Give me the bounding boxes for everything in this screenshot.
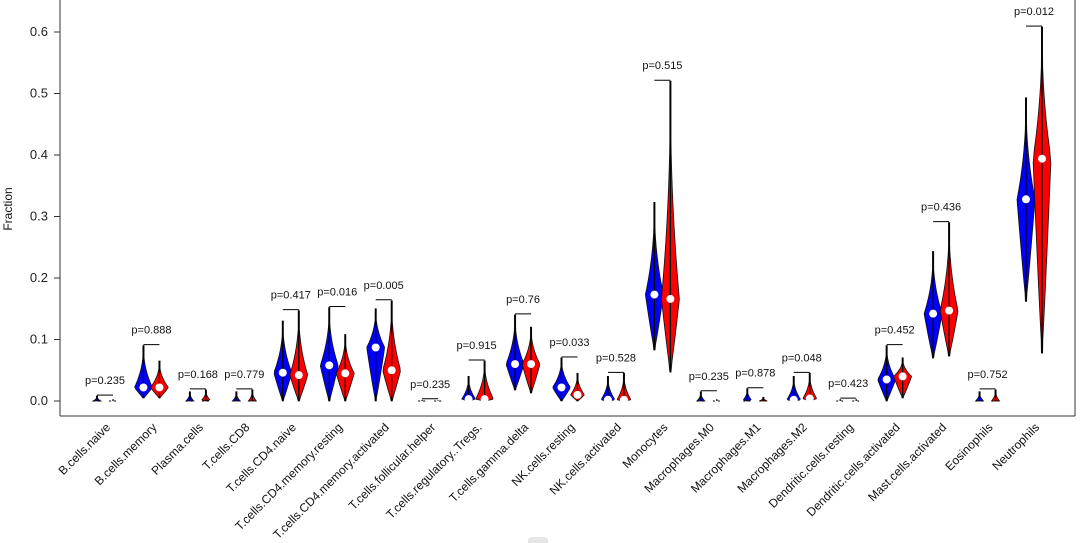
x-tick-label: T.cells.gamma.delta <box>446 420 531 505</box>
violins <box>91 26 1052 404</box>
p-value-label: p=0.235 <box>410 379 450 391</box>
x-tick-label: Dendritic.cells.resting <box>766 420 857 511</box>
median-point-group2 <box>527 360 536 369</box>
p-value-label: p=0.168 <box>178 369 218 381</box>
median-point-group2 <box>573 390 582 399</box>
x-tick-label: Dendritic.cells.activated <box>804 420 903 519</box>
p-value-label: p=0.515 <box>642 60 682 72</box>
p-value-label: p=0.235 <box>85 375 125 387</box>
median-point-group2 <box>294 371 303 380</box>
p-value-annotations: p=0.235 p=0.888 p=0.168 p=0.779 p=0.417 p=0.0… <box>85 6 1054 400</box>
median-point-group1 <box>139 383 148 392</box>
y-tick-label: 0.0 <box>30 393 48 408</box>
p-value-label: p=0.033 <box>549 337 589 349</box>
p-value-label: p=0.235 <box>689 371 729 383</box>
x-tick-label: T.cells.follicular.helper <box>346 420 438 512</box>
x-tick-label: Neutrophils <box>989 420 1042 473</box>
x-axis-labels: B.cells.naiveB.cells.memoryPlasma.cellsT… <box>56 420 1043 542</box>
median-point-group1 <box>789 395 798 404</box>
p-value-label: p=0.423 <box>828 378 868 390</box>
p-value-label: p=0.012 <box>1014 6 1054 18</box>
y-tick-label: 0.2 <box>30 270 48 285</box>
p-value-label: p=0.436 <box>921 202 961 214</box>
y-tick-label: 0.6 <box>30 24 48 39</box>
y-tick-label: 0.3 <box>30 209 48 224</box>
median-point-group1 <box>557 383 566 392</box>
median-point-group1 <box>882 375 891 384</box>
p-value-label: p=0.76 <box>506 294 540 306</box>
median-point-group1 <box>371 343 380 352</box>
scroll-handle[interactable] <box>528 537 548 543</box>
p-value-label: p=0.878 <box>735 368 775 380</box>
p-value-label: p=0.452 <box>875 325 915 337</box>
axes: 0.0 0.1 0.2 0.3 0.4 0.5 0.6 <box>30 0 1076 417</box>
p-value-label: p=0.915 <box>457 340 497 352</box>
median-point-group1 <box>511 360 520 369</box>
median-point-group1 <box>603 395 612 404</box>
median-point-group1 <box>278 368 287 377</box>
median-point-group1 <box>464 395 473 404</box>
median-point-group2 <box>805 394 814 403</box>
median-point-group2 <box>1038 154 1046 163</box>
y-tick-label: 0.4 <box>30 147 48 162</box>
median-point-group2 <box>666 294 675 303</box>
p-value-label: p=0.048 <box>782 352 822 364</box>
y-tick-label: 0.1 <box>30 332 48 347</box>
p-value-label: p=0.528 <box>596 352 636 364</box>
median-point-group2 <box>898 372 907 381</box>
median-point-group2 <box>341 369 350 378</box>
p-value-label: p=0.417 <box>271 290 311 302</box>
median-point-group1 <box>325 361 334 370</box>
x-tick-label: Eosinophils <box>942 420 995 473</box>
median-point-group2 <box>480 395 489 404</box>
p-value-label: p=0.779 <box>224 369 264 381</box>
median-point-group1 <box>1022 195 1030 204</box>
y-tick-label: 0.5 <box>30 86 48 101</box>
median-point-group1 <box>650 290 659 299</box>
median-point-group1 <box>929 309 938 318</box>
p-value-label: p=0.016 <box>317 287 357 299</box>
p-value-label: p=0.005 <box>364 280 404 292</box>
median-point-group2 <box>945 306 954 315</box>
y-axis-title: Fraction <box>1 187 15 230</box>
p-value-label: p=0.752 <box>968 369 1008 381</box>
median-point-group2 <box>387 366 396 375</box>
median-point-group2 <box>155 383 164 392</box>
x-tick-label: Mast.cells.activated <box>865 420 949 504</box>
median-point-group2 <box>619 395 628 404</box>
p-value-label: p=0.888 <box>131 325 171 337</box>
